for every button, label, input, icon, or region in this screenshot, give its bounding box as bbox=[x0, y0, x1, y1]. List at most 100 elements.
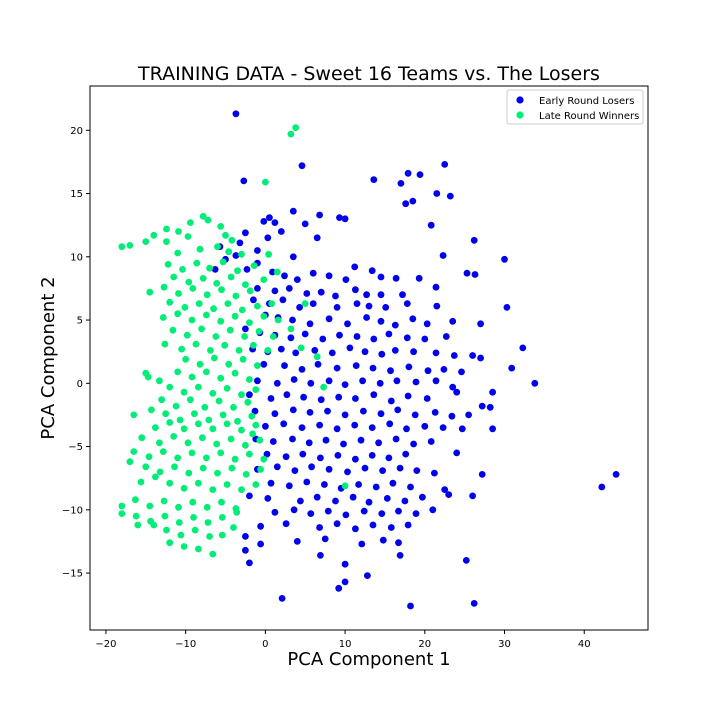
data-point bbox=[325, 377, 333, 385]
data-point bbox=[254, 302, 261, 310]
data-point bbox=[317, 454, 324, 462]
data-point bbox=[205, 416, 213, 424]
data-point bbox=[308, 463, 315, 471]
data-point bbox=[218, 498, 225, 506]
data-point bbox=[311, 347, 319, 354]
data-point bbox=[196, 360, 204, 368]
data-point bbox=[469, 492, 476, 500]
data-point bbox=[389, 479, 397, 487]
data-point bbox=[287, 325, 295, 333]
data-point bbox=[118, 510, 126, 517]
data-point bbox=[166, 298, 174, 306]
data-point bbox=[254, 247, 261, 254]
data-point bbox=[360, 407, 367, 415]
data-point bbox=[404, 392, 412, 400]
data-point bbox=[477, 354, 484, 362]
data-point bbox=[439, 424, 447, 431]
data-point bbox=[203, 311, 210, 319]
data-point bbox=[242, 533, 249, 540]
data-point bbox=[189, 498, 197, 506]
data-point bbox=[161, 340, 169, 348]
data-point bbox=[303, 290, 311, 297]
data-point bbox=[301, 220, 309, 228]
data-point bbox=[341, 560, 349, 568]
data-point bbox=[412, 510, 420, 517]
data-point bbox=[267, 395, 275, 402]
data-point bbox=[244, 398, 252, 406]
data-point bbox=[209, 425, 217, 433]
data-point bbox=[271, 508, 279, 516]
data-point bbox=[126, 458, 134, 466]
data-point bbox=[226, 326, 234, 334]
data-point bbox=[369, 521, 377, 529]
data-point bbox=[471, 271, 479, 278]
data-point bbox=[132, 496, 139, 504]
data-point bbox=[214, 243, 221, 251]
data-point bbox=[289, 406, 297, 414]
data-point bbox=[174, 310, 182, 318]
data-point bbox=[423, 320, 431, 328]
data-point bbox=[392, 274, 400, 282]
data-point bbox=[159, 314, 167, 321]
data-point bbox=[442, 333, 450, 340]
data-point bbox=[213, 440, 221, 448]
data-point bbox=[360, 507, 368, 515]
data-point bbox=[297, 344, 305, 352]
data-point bbox=[254, 285, 261, 292]
data-point bbox=[218, 514, 226, 521]
data-point bbox=[242, 281, 249, 288]
data-point bbox=[365, 498, 373, 506]
data-point bbox=[385, 454, 393, 462]
data-point bbox=[209, 390, 217, 397]
data-point bbox=[189, 285, 197, 292]
data-point bbox=[180, 543, 188, 550]
x-tick-label: 10 bbox=[339, 639, 352, 650]
data-point bbox=[242, 471, 250, 478]
data-point bbox=[192, 340, 200, 348]
data-point bbox=[177, 531, 185, 539]
data-point bbox=[255, 328, 263, 335]
data-point bbox=[341, 381, 349, 388]
data-point bbox=[278, 595, 286, 602]
data-point bbox=[221, 341, 229, 349]
data-point bbox=[440, 366, 448, 373]
data-point bbox=[404, 169, 412, 177]
data-point bbox=[407, 602, 414, 610]
data-point bbox=[218, 531, 226, 539]
data-point bbox=[375, 439, 382, 447]
data-point bbox=[179, 266, 186, 273]
data-point bbox=[280, 420, 288, 428]
data-point bbox=[300, 393, 307, 401]
data-point bbox=[160, 283, 168, 291]
data-point bbox=[328, 349, 336, 357]
data-point bbox=[166, 419, 174, 426]
data-point bbox=[449, 317, 457, 325]
data-point bbox=[313, 493, 321, 501]
data-point bbox=[241, 333, 249, 340]
data-point bbox=[332, 292, 339, 300]
data-point bbox=[250, 296, 257, 304]
data-point bbox=[415, 274, 423, 282]
data-point bbox=[352, 286, 359, 294]
series-layer bbox=[118, 110, 620, 610]
data-point bbox=[404, 521, 412, 529]
data-point bbox=[352, 395, 359, 402]
data-point bbox=[307, 379, 315, 387]
data-point bbox=[118, 243, 126, 251]
data-point bbox=[260, 312, 268, 320]
data-point bbox=[236, 239, 244, 247]
data-point bbox=[211, 354, 218, 362]
data-point bbox=[478, 471, 486, 478]
data-point bbox=[213, 280, 221, 287]
data-point bbox=[199, 464, 207, 472]
data-point bbox=[254, 362, 261, 369]
data-point bbox=[246, 492, 253, 500]
data-point bbox=[277, 228, 285, 235]
data-point bbox=[269, 268, 276, 276]
data-point bbox=[176, 416, 184, 424]
data-point bbox=[486, 403, 494, 411]
data-point bbox=[271, 287, 279, 295]
data-point bbox=[203, 454, 210, 462]
data-point bbox=[269, 333, 277, 340]
y-axis-label: PCA Component 2 bbox=[38, 276, 59, 439]
